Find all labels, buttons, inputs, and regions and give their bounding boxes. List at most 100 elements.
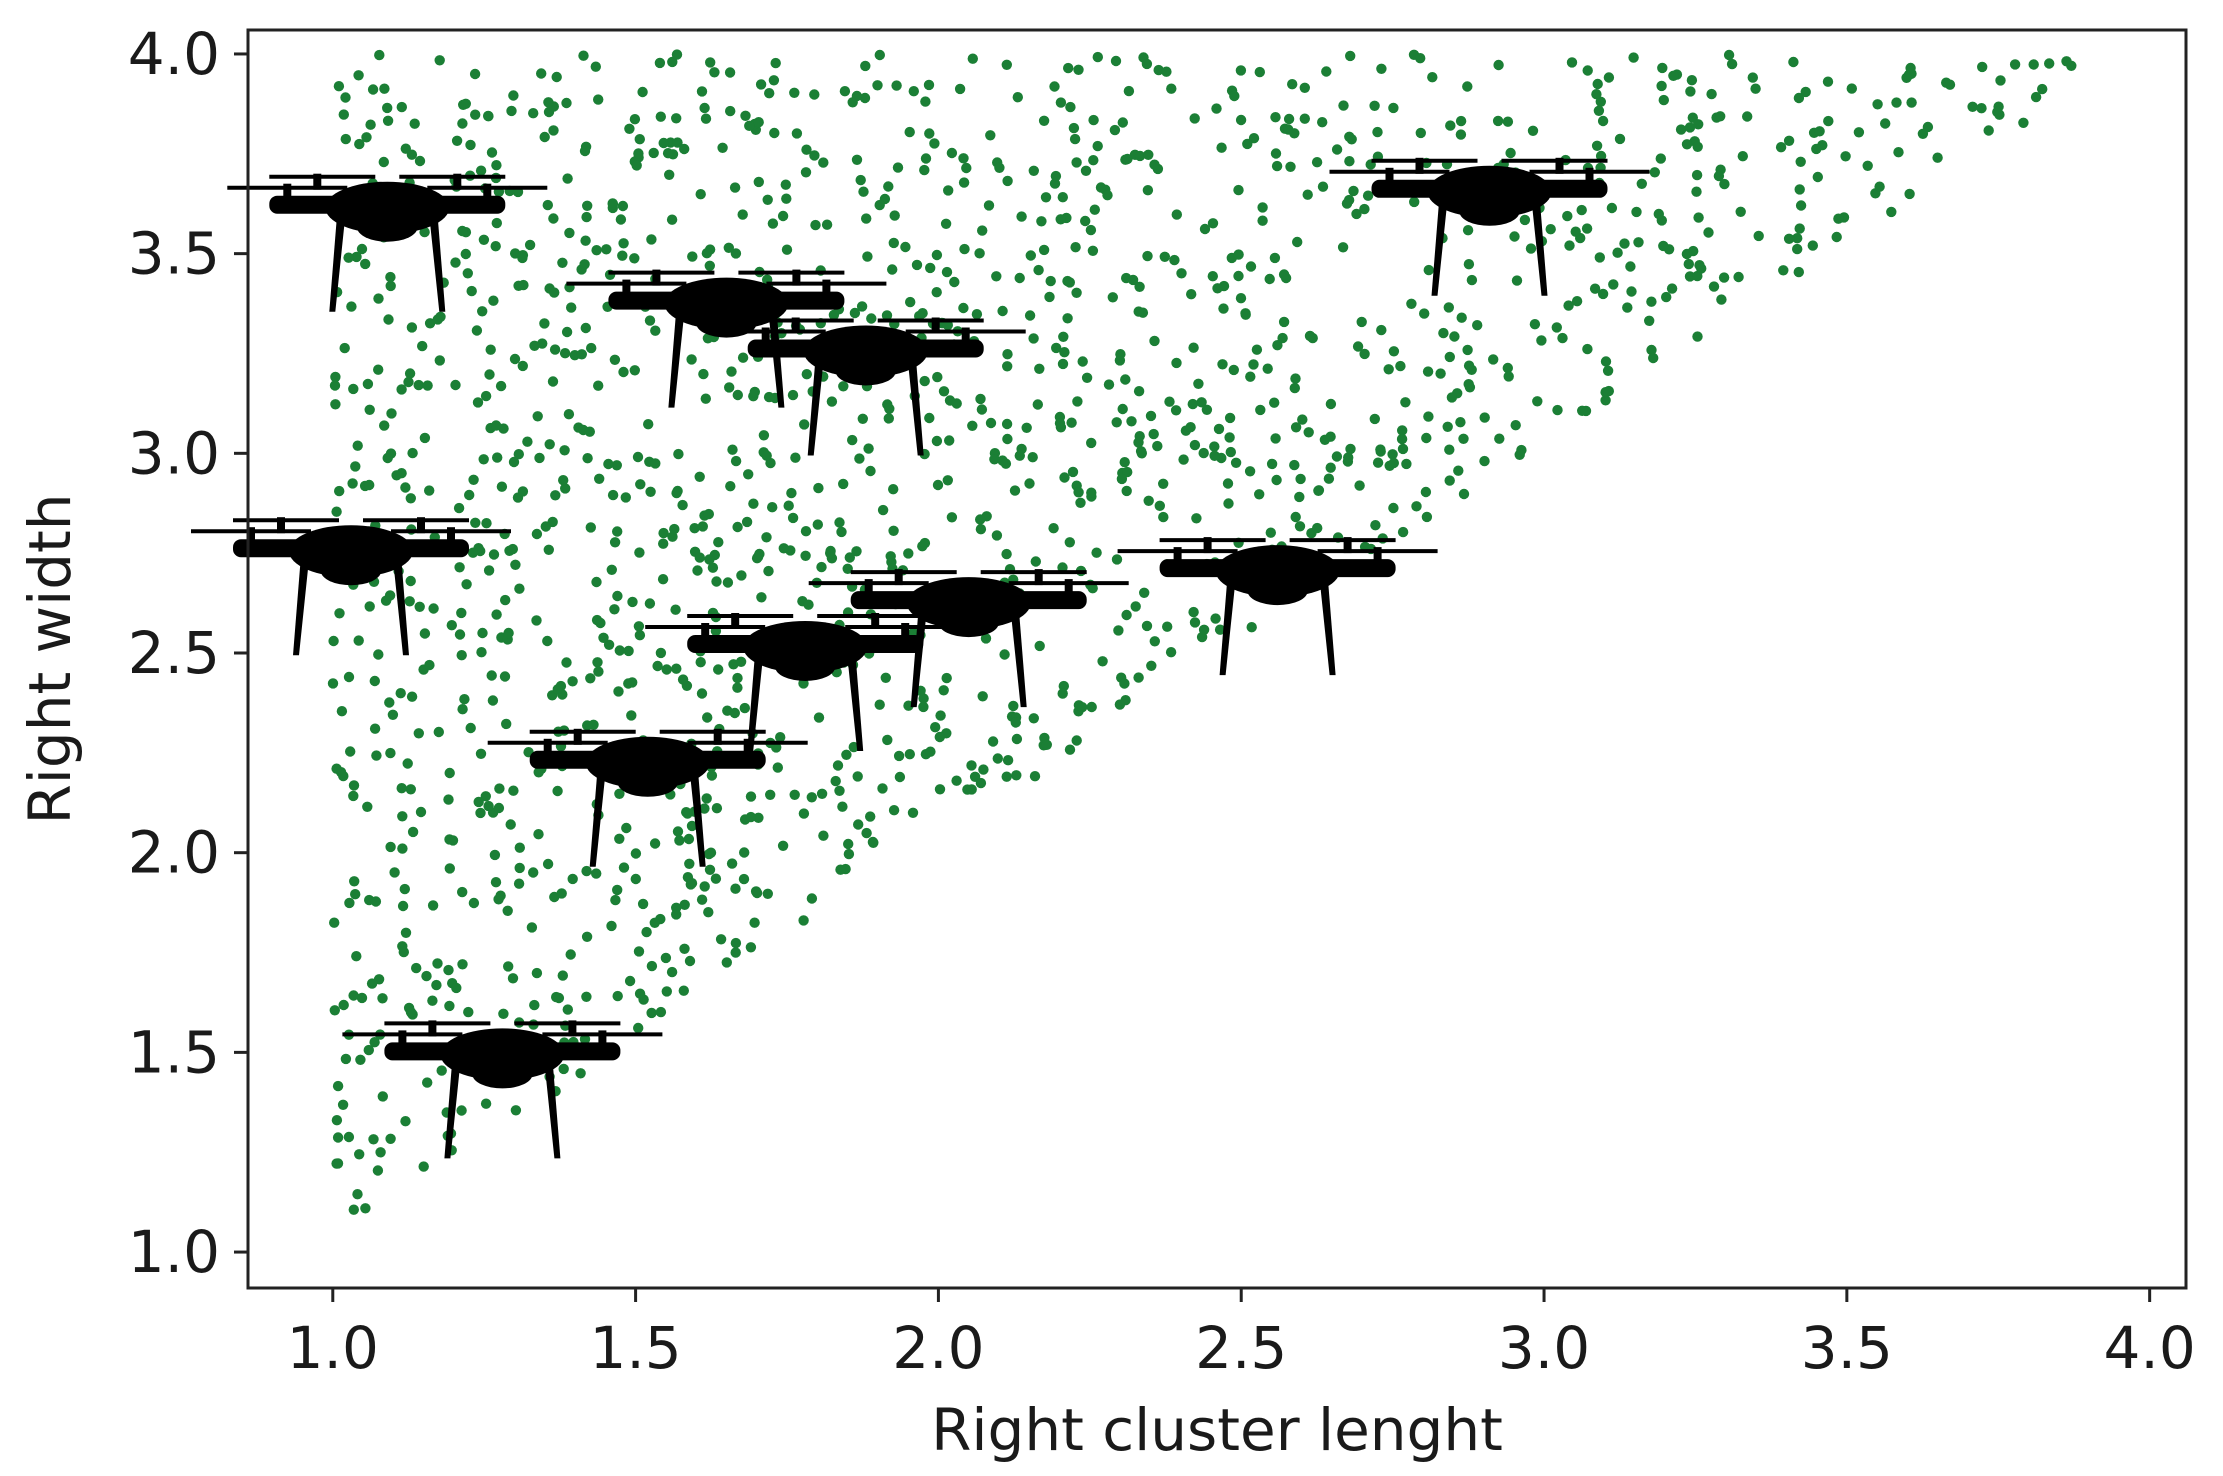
- scatter-point: [360, 1203, 371, 1214]
- scatter-point: [398, 946, 409, 958]
- scatter-point: [343, 252, 354, 263]
- scatter-point: [1372, 126, 1383, 138]
- scatter-point: [1064, 744, 1076, 755]
- scatter-point: [575, 1068, 586, 1079]
- scatter-point: [1299, 113, 1311, 124]
- scatter-point: [806, 893, 818, 904]
- scatter-point: [1905, 62, 1916, 74]
- scatter-point: [677, 674, 689, 685]
- scatter-point: [1442, 421, 1453, 432]
- scatter-point: [475, 807, 486, 819]
- scatter-point: [661, 986, 672, 997]
- scatter-point: [655, 647, 667, 659]
- scatter-point: [874, 49, 885, 61]
- scatter-point: [866, 313, 877, 324]
- scatter-point: [1666, 283, 1678, 294]
- scatter-point: [1149, 636, 1161, 647]
- scatter-point: [533, 829, 544, 840]
- scatter-point: [387, 709, 399, 720]
- scatter-point: [978, 764, 989, 775]
- scatter-point: [380, 595, 392, 606]
- scatter-point: [329, 380, 341, 391]
- scatter-point: [542, 635, 553, 647]
- scatter-point: [1032, 399, 1044, 410]
- scatter-point: [1233, 184, 1244, 196]
- scatter-point: [1077, 356, 1088, 367]
- scatter-point: [1178, 454, 1189, 465]
- scatter-point: [1631, 206, 1642, 218]
- scatter-point: [454, 562, 465, 573]
- scatter-point: [1992, 106, 2003, 118]
- scatter-point: [944, 435, 955, 446]
- scatter-point: [696, 688, 708, 699]
- x-axis: 1.0 1.5 2.0 2.5 3.0 3.5 4.0: [287, 1288, 2196, 1382]
- scatter-point: [650, 325, 661, 336]
- scatter-point: [495, 380, 507, 392]
- scatter-point: [444, 1000, 455, 1012]
- scatter-point: [561, 97, 572, 109]
- scatter-point: [1977, 61, 1988, 73]
- scatter-point: [1337, 242, 1349, 253]
- scatter-point: [1121, 609, 1132, 621]
- scatter-point: [1120, 374, 1131, 385]
- scatter-point: [992, 753, 1003, 764]
- scatter-point: [494, 783, 505, 794]
- scatter-point: [1691, 169, 1703, 181]
- scatter-point: [481, 518, 492, 529]
- scatter-point: [581, 931, 593, 942]
- scatter-point: [696, 86, 708, 97]
- scatter-point: [462, 268, 473, 279]
- scatter-point: [1668, 70, 1679, 82]
- scatter-point: [919, 375, 930, 387]
- scatter-point: [907, 807, 919, 818]
- scatter-point: [934, 731, 945, 743]
- scatter-point: [623, 645, 634, 657]
- scatter-point: [1185, 422, 1196, 433]
- scatter-point: [1029, 771, 1041, 782]
- scatter-point: [703, 508, 714, 520]
- scatter-point: [888, 805, 900, 816]
- scatter-point: [1593, 105, 1605, 117]
- scatter-point: [1646, 344, 1657, 356]
- scatter-point: [488, 549, 500, 560]
- scatter-point: [1675, 124, 1687, 135]
- scatter-point: [1212, 283, 1223, 294]
- scatter-point: [1071, 287, 1082, 298]
- scatter-point: [581, 865, 592, 877]
- scatter-point: [1691, 186, 1702, 197]
- scatter-point: [1213, 423, 1225, 435]
- scatter-point: [1245, 261, 1257, 272]
- scatter-point: [891, 80, 902, 91]
- scatter-point: [1735, 206, 1746, 217]
- scatter-point: [791, 128, 803, 139]
- scatter-point: [1014, 272, 1025, 284]
- scatter-point: [480, 1098, 492, 1109]
- scatter-point: [1532, 396, 1543, 407]
- scatter-point: [331, 763, 342, 774]
- scatter-point: [1103, 379, 1115, 390]
- scatter-point: [1111, 554, 1123, 565]
- scatter-point: [865, 811, 876, 822]
- scatter-point: [1831, 231, 1842, 243]
- scatter-point: [1509, 231, 1520, 242]
- scatter-point: [503, 627, 514, 639]
- scatter-point: [1747, 72, 1759, 83]
- scatter-point: [761, 532, 772, 543]
- scatter-point: [816, 788, 828, 799]
- scatter-point: [477, 627, 488, 639]
- scatter-point: [777, 210, 789, 222]
- scatter-point: [385, 1133, 396, 1145]
- scatter-point: [397, 900, 409, 912]
- scatter-point: [332, 1158, 344, 1169]
- scatter-point: [1874, 181, 1885, 192]
- scatter-point: [406, 149, 418, 160]
- scatter-point: [1133, 437, 1144, 448]
- scatter-point: [1311, 157, 1323, 168]
- scatter-point: [1141, 620, 1153, 632]
- scatter-point: [582, 720, 593, 731]
- scatter-point: [706, 770, 718, 781]
- scatter-point: [1794, 223, 1805, 234]
- scatter-point: [551, 991, 562, 1003]
- scatter-point: [851, 546, 862, 557]
- scatter-point: [692, 565, 703, 576]
